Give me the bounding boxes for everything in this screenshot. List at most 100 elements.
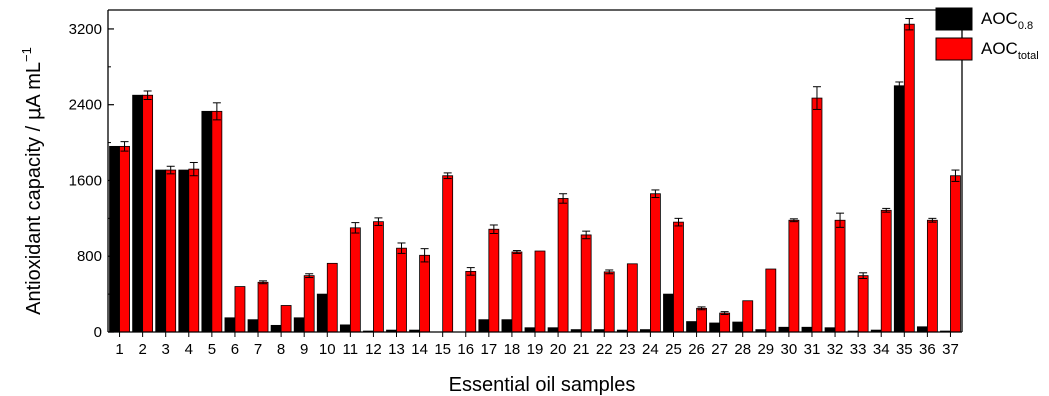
- bar-aoc08: [916, 326, 928, 333]
- x-tick-label: 30: [781, 341, 798, 358]
- legend-label-aoc08: AOC0.8: [981, 9, 1033, 32]
- bar-aoc08: [155, 169, 167, 333]
- bar-aoctotal: [119, 145, 130, 333]
- bar-aoctotal: [165, 169, 177, 333]
- legend-label-aoc08-main: AOC: [981, 9, 1018, 28]
- bar-aoctotal: [950, 175, 961, 333]
- bar-aoctotal: [511, 251, 523, 333]
- legend-swatch-aoc08: [935, 7, 973, 31]
- bar-aoc08: [778, 326, 790, 333]
- x-tick-label: 22: [596, 341, 613, 358]
- bar-aoctotal: [419, 254, 430, 333]
- bar-aoctotal: [765, 268, 777, 333]
- bar-aoc08: [663, 293, 674, 333]
- bar-aoctotal: [742, 300, 754, 333]
- x-tick-label: 32: [827, 341, 844, 358]
- x-tick-label: 4: [185, 341, 193, 358]
- x-tick-label: 15: [434, 341, 451, 358]
- bar-aoc08: [339, 324, 351, 333]
- bar-aoctotal: [349, 227, 361, 333]
- bar-aoctotal: [673, 221, 684, 333]
- bar-aoctotal: [373, 221, 384, 333]
- x-tick-label: 8: [277, 341, 285, 358]
- y-tick-label: 800: [77, 248, 102, 265]
- bar-aoctotal: [719, 312, 731, 333]
- bar-aoctotal: [696, 307, 707, 333]
- bar-aoc08: [293, 317, 305, 333]
- bar-aoc08: [178, 169, 190, 333]
- bar-aoc08: [201, 110, 213, 333]
- x-tick-label: 7: [254, 341, 262, 358]
- y-axis-title-mu: μ: [21, 107, 45, 120]
- bar-aoc08: [709, 322, 721, 333]
- x-tick-label: 1: [115, 341, 123, 358]
- legend-swatch-aoctotal: [935, 37, 973, 61]
- bar-aoctotal: [280, 305, 292, 333]
- bar-aoc08: [478, 319, 490, 333]
- bar-aoctotal: [303, 275, 315, 333]
- bar-aoc08: [270, 324, 282, 333]
- error-bars: [120, 18, 960, 315]
- x-tick-label: 25: [665, 341, 682, 358]
- legend-label-aoctotal-main: AOC: [981, 39, 1018, 58]
- x-tick-label: 29: [757, 341, 774, 358]
- bars: [109, 23, 961, 333]
- x-tick-label: 10: [319, 341, 336, 358]
- x-tick-label: 36: [919, 341, 936, 358]
- bar-aoctotal: [326, 262, 338, 333]
- legend: AOC0.8 AOCtotal: [935, 7, 1039, 62]
- x-tick-label: 3: [162, 341, 170, 358]
- x-tick-label: 28: [734, 341, 751, 358]
- x-tick-label: 17: [480, 341, 497, 358]
- bar-aoctotal: [234, 286, 246, 333]
- y-tick-label: 2400: [69, 97, 102, 114]
- bar-aoc08: [501, 319, 513, 333]
- bar-aoctotal: [211, 110, 223, 333]
- x-tick-label: 31: [804, 341, 821, 358]
- legend-label-aoctotal: AOCtotal: [981, 39, 1039, 62]
- bar-aoc08: [686, 321, 697, 333]
- bar-aoctotal: [580, 234, 592, 333]
- x-tick-label: 21: [573, 341, 590, 358]
- x-tick-label: 35: [896, 341, 913, 358]
- bar-aoctotal: [834, 219, 846, 333]
- x-tick-label: 23: [619, 341, 636, 358]
- bar-aoctotal: [650, 193, 661, 333]
- bar-aoctotal: [557, 198, 569, 333]
- x-tick-label: 27: [711, 341, 728, 358]
- bar-aoctotal: [857, 275, 869, 333]
- y-axis-title-unit: A mL: [23, 62, 45, 108]
- bar-aoctotal: [903, 23, 915, 333]
- x-tick-label: 6: [231, 341, 239, 358]
- x-tick-label: 12: [365, 341, 382, 358]
- bar-aoctotal: [534, 250, 546, 333]
- legend-label-aoctotal-sub: total: [1018, 50, 1039, 62]
- bar-aoctotal: [257, 281, 269, 333]
- x-tick-label: 33: [850, 341, 867, 358]
- y-axis-title-sup: −1: [19, 47, 34, 62]
- x-tick-label: 20: [550, 341, 567, 358]
- bar-aoctotal: [142, 94, 154, 333]
- bar-aoc08: [109, 145, 120, 333]
- bar-aoctotal: [488, 228, 500, 333]
- x-tick-label: 2: [138, 341, 146, 358]
- x-tick-label: 11: [343, 341, 359, 358]
- bar-aoctotal: [788, 219, 800, 333]
- bar-aoctotal: [811, 97, 823, 333]
- bar-aoctotal: [465, 270, 477, 333]
- bar-aoc08: [732, 321, 744, 333]
- x-tick-label: 37: [942, 341, 959, 358]
- x-tick-label: 24: [642, 341, 659, 358]
- y-axis-title: Antioxidant capacity / μA mL−1: [19, 47, 45, 315]
- bar-aoctotal: [442, 175, 454, 333]
- bar-aoc08: [893, 85, 905, 333]
- x-tick-label: 16: [457, 341, 474, 358]
- bar-aoc08: [801, 326, 813, 333]
- bar-aoc08: [132, 94, 144, 333]
- x-axis-title: Essential oil samples: [449, 374, 636, 396]
- bar-aoctotal: [626, 263, 638, 333]
- x-tick-label: 18: [504, 341, 521, 358]
- bar-aoctotal: [926, 219, 938, 333]
